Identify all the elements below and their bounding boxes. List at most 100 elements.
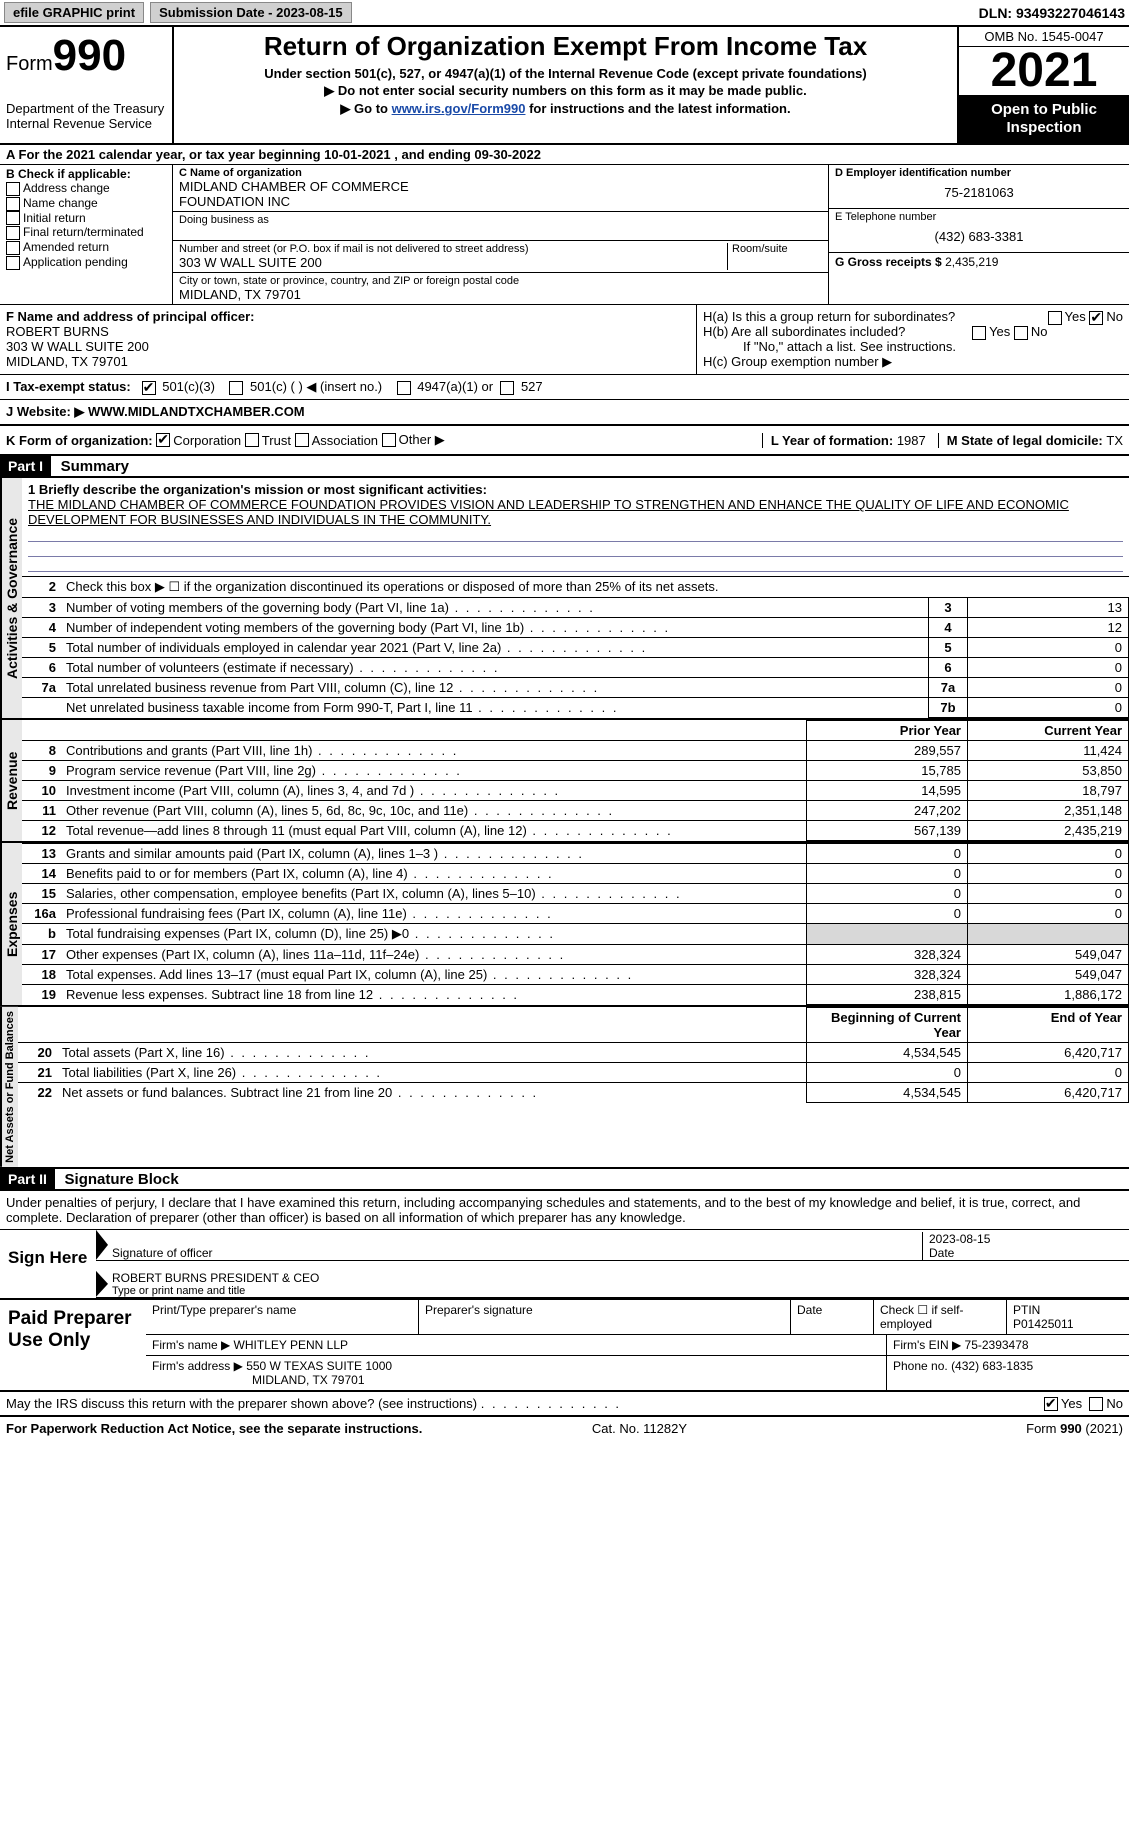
table-row: 4Number of independent voting members of…: [22, 618, 1129, 638]
checkbox-icon[interactable]: [972, 326, 986, 340]
line1-label: 1 Briefly describe the organization's mi…: [28, 482, 487, 497]
table-row: 15Salaries, other compensation, employee…: [22, 884, 1129, 904]
firm-name-label: Firm's name ▶: [152, 1338, 234, 1352]
cb-label: Application pending: [23, 255, 128, 269]
table-row: 11Other revenue (Part VIII, column (A), …: [22, 801, 1129, 821]
prep-row-3: Firm's address ▶ 550 W TEXAS SUITE 1000 …: [146, 1356, 1129, 1390]
discuss-text: May the IRS discuss this return with the…: [6, 1396, 477, 1411]
no-label: No: [1106, 309, 1123, 324]
opt-trust: Trust: [262, 433, 291, 448]
efile-print-button[interactable]: efile GRAPHIC print: [4, 2, 144, 23]
submission-date: 2023-08-15: [276, 5, 343, 20]
prep-row-1: Print/Type preparer's name Preparer's si…: [146, 1300, 1129, 1335]
checkbox-icon[interactable]: [1089, 1397, 1103, 1411]
part1-hdr: Part I: [0, 456, 51, 476]
checkbox-icon[interactable]: [397, 381, 411, 395]
website-label: J Website: ▶: [6, 404, 88, 419]
checkbox-icon[interactable]: [382, 433, 396, 447]
table-row: 13Grants and similar amounts paid (Part …: [22, 844, 1129, 864]
checkbox-icon[interactable]: [6, 256, 20, 270]
checkbox-icon[interactable]: [6, 197, 20, 211]
checkbox-icon[interactable]: [156, 433, 170, 447]
cb-label: Initial return: [23, 211, 86, 225]
officer-name-title: ROBERT BURNS PRESIDENT & CEO: [112, 1271, 1129, 1285]
side-expenses: Expenses: [0, 843, 22, 1005]
print-name-label: Print/Type preparer's name: [146, 1300, 419, 1334]
cb-amended: Amended return: [6, 240, 166, 255]
l-value: 1987: [897, 433, 926, 448]
irs-link[interactable]: www.irs.gov/Form990: [392, 101, 526, 116]
ptin-label: PTIN: [1013, 1303, 1123, 1317]
section-bcd: B Check if applicable: Address change Na…: [0, 165, 1129, 305]
tax-year: 2021: [959, 47, 1129, 95]
part1-title: Summary: [61, 458, 129, 475]
form-number: Form990: [6, 31, 166, 81]
opt-527: 527: [521, 379, 543, 394]
part2-header: Part II Signature Block: [0, 1169, 1129, 1191]
cb-label: Address change: [23, 181, 110, 195]
hb-text: H(b) Are all subordinates included?: [703, 324, 905, 339]
line-a-pre: A For the 2021 calendar year, or tax yea…: [6, 147, 324, 162]
line-a: A For the 2021 calendar year, or tax yea…: [0, 145, 1129, 165]
header-sub1: Under section 501(c), 527, or 4947(a)(1)…: [180, 66, 951, 81]
street-cell: Number and street (or P.O. box if mail i…: [173, 241, 828, 273]
checkbox-icon[interactable]: [142, 381, 156, 395]
line-l: L Year of formation: 1987: [762, 433, 926, 448]
officer-addr1: 303 W WALL SUITE 200: [6, 339, 690, 354]
header-sub3: ▶ Go to www.irs.gov/Form990 for instruct…: [180, 101, 951, 117]
cb-label: Amended return: [23, 240, 109, 254]
footer: For Paperwork Reduction Act Notice, see …: [0, 1417, 1129, 1440]
checkbox-icon[interactable]: [1089, 311, 1103, 325]
table-row: Net unrelated business taxable income fr…: [22, 698, 1129, 718]
checkbox-icon[interactable]: [1014, 326, 1028, 340]
checkbox-icon[interactable]: [295, 433, 309, 447]
table-row: 17Other expenses (Part IX, column (A), l…: [22, 945, 1129, 965]
hdr-current: Current Year: [968, 721, 1129, 741]
prep-row-2: Firm's name ▶ WHITLEY PENN LLP Firm's EI…: [146, 1335, 1129, 1356]
checkbox-icon[interactable]: [1044, 1397, 1058, 1411]
checkbox-icon[interactable]: [6, 211, 20, 225]
side-activities: Activities & Governance: [0, 478, 22, 718]
gross-cell: G Gross receipts $ 2,435,219: [829, 253, 1129, 271]
submission-date-button[interactable]: Submission Date - 2023-08-15: [150, 2, 352, 23]
table-header: Prior Year Current Year: [22, 721, 1129, 741]
table-row: 16aProfessional fundraising fees (Part I…: [22, 904, 1129, 924]
table-row: 3Number of voting members of the governi…: [22, 598, 1129, 618]
checkbox-icon[interactable]: [1048, 311, 1062, 325]
yes-label: Yes: [1061, 1396, 1082, 1411]
sub3-post: for instructions and the latest informat…: [525, 101, 790, 116]
ha-text: H(a) Is this a group return for subordin…: [703, 309, 955, 324]
part2-hdr: Part II: [0, 1169, 55, 1189]
table-row: 9Program service revenue (Part VIII, lin…: [22, 761, 1129, 781]
checkbox-icon[interactable]: [6, 182, 20, 196]
part1-header: Part I Summary: [0, 456, 1129, 478]
m-label: M State of legal domicile:: [947, 433, 1107, 448]
checkbox-icon[interactable]: [245, 433, 259, 447]
opt-corp: Corporation: [173, 433, 241, 448]
form-header: Form990 Department of the Treasury Inter…: [0, 27, 1129, 145]
checkbox-icon[interactable]: [500, 381, 514, 395]
h-c: H(c) Group exemption number ▶: [703, 354, 1123, 370]
dba-cell: Doing business as: [173, 212, 828, 241]
firm-addr-label: Firm's address ▶: [152, 1359, 246, 1373]
checkbox-icon[interactable]: [6, 226, 20, 240]
expenses-section: Expenses 13Grants and similar amounts pa…: [0, 843, 1129, 1007]
gov-table: 2Check this box ▶ ☐ if the organization …: [22, 576, 1129, 718]
tax-status-label: I Tax-exempt status:: [6, 379, 131, 394]
checkbox-icon[interactable]: [229, 381, 243, 395]
street-value: 303 W WALL SUITE 200: [179, 255, 727, 270]
dln-label: DLN:: [979, 5, 1016, 21]
cb-label: Name change: [23, 196, 98, 210]
hdr-end: End of Year: [968, 1008, 1129, 1043]
top-bar: efile GRAPHIC print Submission Date - 20…: [0, 0, 1129, 27]
section-fh: F Name and address of principal officer:…: [0, 305, 1129, 375]
side-netassets: Net Assets or Fund Balances: [0, 1007, 18, 1167]
part2-title: Signature Block: [65, 1171, 179, 1188]
col-b-header: B Check if applicable:: [6, 167, 166, 181]
table-row: 8Contributions and grants (Part VIII, li…: [22, 741, 1129, 761]
checkbox-icon[interactable]: [6, 241, 20, 255]
form-no: 990: [53, 31, 126, 80]
declaration: Under penalties of perjury, I declare th…: [0, 1191, 1129, 1230]
table-row: 18Total expenses. Add lines 13–17 (must …: [22, 965, 1129, 985]
table-row: 6Total number of volunteers (estimate if…: [22, 658, 1129, 678]
